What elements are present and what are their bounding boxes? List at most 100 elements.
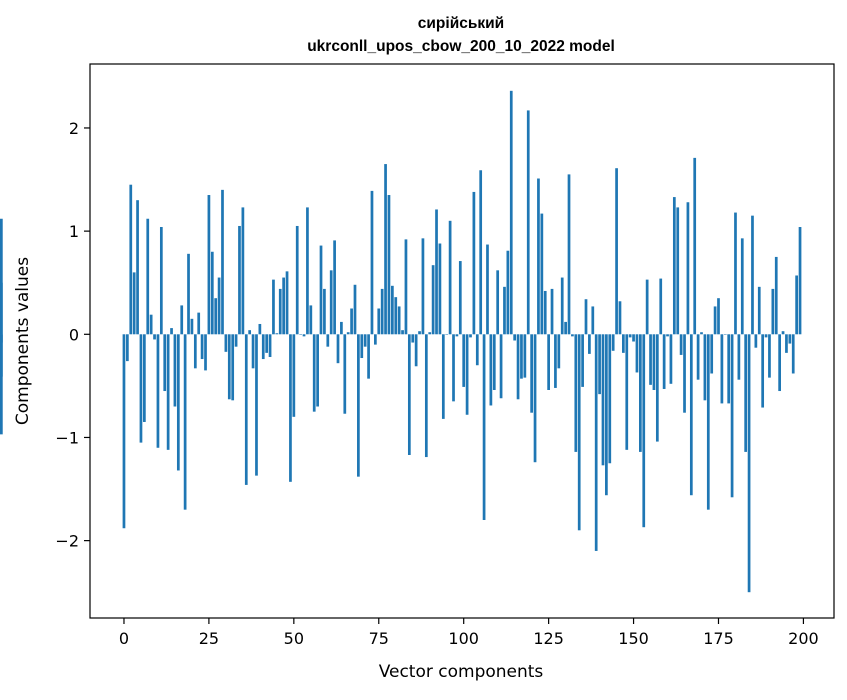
x-tick-label-0: 0 [119,629,129,648]
x-tick-label-50: 50 [284,629,304,648]
bar-57 [316,334,319,407]
bar-82 [401,330,404,335]
bar-166 [686,202,690,335]
x-tick-label-75: 75 [369,629,389,648]
bar-41 [261,334,265,360]
bar-149 [628,334,632,338]
bar-138 [591,306,595,335]
bar-71 [363,334,367,347]
bar-107 [486,244,489,335]
bar-129 [560,277,564,335]
bar-31 [227,334,231,400]
bar-156 [652,334,656,390]
bar-30 [224,334,228,352]
bar-59 [323,288,326,335]
bar-104 [475,334,479,366]
bar-194 [781,331,785,335]
bar-25 [207,195,211,335]
bar-119 [526,110,530,335]
bar-98 [455,334,459,337]
bar-54 [306,207,309,335]
bar-137 [588,334,591,354]
bar-67 [350,308,353,335]
bar-179 [730,334,734,498]
bar-167 [689,334,693,496]
y-axis-label: Components values [13,257,33,425]
bar-125 [547,334,550,390]
bar-192 [774,256,778,335]
bar-102 [469,334,472,338]
bar-128 [557,334,561,369]
bar-195 [785,334,788,353]
bar-undefined [0,334,3,435]
bar-2 [129,184,133,335]
y-tick-label--2: −2 [55,532,79,551]
bar-11 [159,227,163,335]
bar-154 [645,279,649,335]
bar-116 [516,334,520,400]
bar-163 [676,207,680,335]
bar-35 [241,207,245,335]
bar-15 [173,334,177,407]
bar-182 [740,238,744,335]
bar-124 [543,290,547,335]
x-tick-label-200: 200 [788,629,819,648]
bar-148 [625,334,629,450]
bar-139 [594,334,598,551]
bar-3 [132,272,136,335]
bar-48 [285,271,289,335]
bar-13 [166,334,170,450]
bar-73 [370,190,374,335]
bar-86 [414,334,418,367]
bar-115 [513,334,517,341]
bar-1 [126,334,129,362]
bar-60 [326,334,330,347]
bar-88 [421,238,425,335]
bar-175 [717,298,720,335]
bar-165 [683,334,686,413]
bar-145 [615,168,618,335]
bar-91 [431,265,435,335]
bar-117 [520,334,523,379]
bar-68 [353,284,357,335]
bar-undefined [0,218,3,335]
bar-191 [771,288,775,335]
bar-89 [424,334,428,458]
bar-153 [642,334,646,528]
bar-75 [377,308,381,335]
bar-84 [407,334,411,455]
bar-131 [567,174,571,335]
bar-94 [441,334,445,419]
bar-6 [143,334,146,422]
bar-190 [768,334,771,378]
bar-80 [394,297,398,335]
bar-42 [265,334,269,353]
bar-152 [639,334,642,452]
bar-33 [234,334,238,347]
y-tick-label--1: −1 [55,428,79,447]
bar-185 [751,215,754,335]
bar-132 [571,334,574,337]
bar-135 [581,334,584,387]
bar-83 [404,239,408,335]
bar-112 [503,286,506,335]
bars-group [0,90,802,593]
bar-50 [292,334,296,417]
bar-79 [391,285,394,335]
bar-142 [605,334,608,496]
bar-108 [489,334,493,406]
bar-undefined [0,282,3,335]
bar-47 [282,277,285,335]
bar-169 [696,334,700,380]
bar-56 [312,334,316,412]
bar-155 [649,334,652,385]
bar-32 [231,334,235,401]
bar-53 [302,334,306,337]
x-tick-label-175: 175 [703,629,734,648]
bar-103 [472,191,476,335]
bar-38 [251,334,255,369]
bar-90 [428,332,432,335]
bar-61 [329,270,333,335]
bar-14 [170,328,173,335]
